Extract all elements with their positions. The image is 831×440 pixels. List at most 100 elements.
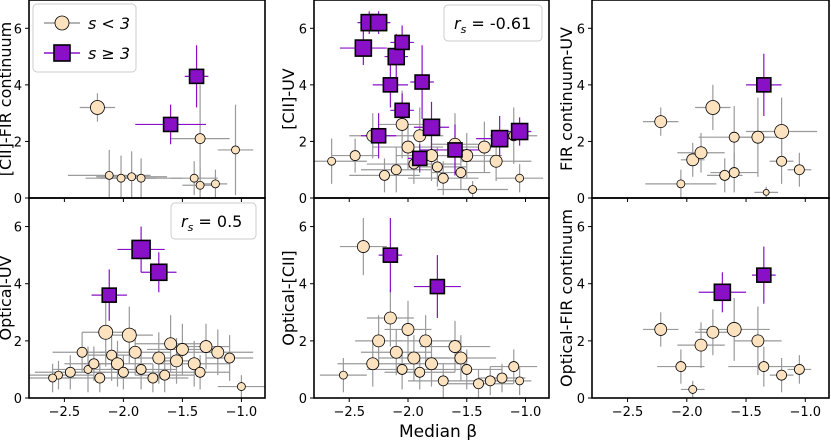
circle-point bbox=[106, 349, 117, 361]
y-axis-label: Optical-FIR continuum bbox=[557, 209, 576, 387]
circle-point bbox=[88, 358, 100, 370]
circle-point bbox=[90, 100, 105, 115]
data-layer bbox=[314, 11, 544, 198]
square-point bbox=[394, 102, 410, 119]
circle-point bbox=[135, 364, 147, 375]
circle-point bbox=[121, 327, 137, 343]
square-point bbox=[510, 122, 529, 141]
spearman-annotation: rs = -0.61 bbox=[454, 14, 531, 36]
square-point bbox=[382, 247, 399, 263]
circle-point bbox=[776, 155, 787, 167]
circle-point bbox=[152, 351, 166, 365]
circle-point bbox=[116, 173, 126, 183]
circle-point bbox=[175, 343, 189, 356]
x-tick-label: −2.0 bbox=[671, 405, 703, 420]
data-layer bbox=[319, 218, 538, 398]
circle-point bbox=[728, 167, 740, 178]
circle-point bbox=[437, 375, 449, 387]
circle-point bbox=[159, 369, 171, 381]
circle-point bbox=[694, 146, 708, 160]
square-point bbox=[382, 77, 399, 93]
circle-point bbox=[477, 140, 491, 154]
y-tick-label: 4 bbox=[14, 79, 22, 94]
circle-point bbox=[349, 150, 361, 161]
x-tick-label: −2.5 bbox=[612, 405, 644, 420]
legend-circle-marker bbox=[54, 15, 70, 31]
circle-point bbox=[389, 345, 403, 359]
circle-point bbox=[705, 100, 721, 115]
square-point bbox=[369, 13, 388, 32]
y-axis-label: FIR continuum-UV bbox=[557, 27, 576, 171]
y-tick-label: 2 bbox=[299, 135, 307, 150]
circle-point bbox=[751, 130, 765, 144]
circle-point bbox=[793, 164, 805, 176]
circle-point bbox=[147, 372, 159, 384]
data-layer bbox=[29, 226, 265, 398]
square-point bbox=[411, 150, 428, 167]
y-tick-label: 4 bbox=[299, 79, 307, 94]
square-point bbox=[422, 118, 441, 137]
axes-frame bbox=[28, 197, 266, 399]
circle-point bbox=[455, 167, 467, 178]
circle-point bbox=[496, 372, 508, 384]
circle-point bbox=[719, 169, 731, 181]
square-point bbox=[394, 34, 410, 51]
legend-circle-label: s < 3 bbox=[88, 14, 130, 33]
x-tick-label: −2.0 bbox=[108, 405, 140, 420]
y-tick-label: 0 bbox=[299, 192, 307, 207]
circle-point bbox=[187, 357, 201, 371]
x-tick-label: −2.0 bbox=[392, 405, 424, 420]
y-tick-label: 6 bbox=[14, 221, 22, 236]
x-tick-label: −1.0 bbox=[510, 405, 542, 420]
circle-point bbox=[654, 115, 668, 129]
circle-point bbox=[776, 369, 787, 381]
y-tick-label: 6 bbox=[14, 22, 22, 37]
panel-p12: 0 2 4 6 −2.5 −2.0 −1.5 −1.0 Optical-FIR continuu… bbox=[557, 197, 830, 420]
circle-point bbox=[419, 334, 433, 348]
y-tick-label: 4 bbox=[299, 278, 307, 293]
circle-point bbox=[461, 364, 473, 375]
x-tick-label: −2.5 bbox=[333, 405, 365, 420]
x-tick-label: −2.5 bbox=[49, 405, 81, 420]
circle-point bbox=[654, 323, 668, 336]
square-point bbox=[713, 283, 732, 302]
y-tick-label: 2 bbox=[14, 335, 22, 350]
circle-point bbox=[194, 366, 206, 378]
circle-point bbox=[515, 173, 525, 183]
y-tick-label: 0 bbox=[14, 192, 22, 207]
circle-point bbox=[448, 340, 462, 353]
square-point bbox=[447, 142, 463, 158]
circle-point bbox=[128, 345, 142, 359]
annotation-box bbox=[443, 4, 543, 42]
circle-point bbox=[195, 180, 205, 190]
circle-point bbox=[236, 382, 246, 391]
y-axis-label: Optical-UV bbox=[0, 255, 15, 340]
circle-point bbox=[694, 338, 708, 352]
circle-point bbox=[686, 153, 700, 167]
legend-square-label: s ≥ 3 bbox=[88, 44, 130, 63]
circle-point bbox=[396, 364, 408, 375]
x-tick-label: −1.0 bbox=[226, 405, 258, 420]
x-tick-label: −1.5 bbox=[167, 405, 199, 420]
square-point bbox=[370, 127, 387, 144]
square-point bbox=[131, 239, 151, 260]
circle-point bbox=[489, 154, 503, 168]
y-axis-label: [CII]-UV bbox=[279, 68, 298, 130]
circle-point bbox=[379, 169, 390, 181]
y-axis-label: Optical-[CII] bbox=[279, 250, 298, 345]
circle-point bbox=[118, 366, 129, 378]
legend-square-marker bbox=[53, 44, 71, 62]
circle-point bbox=[728, 131, 740, 143]
circle-point bbox=[356, 240, 370, 253]
circle-point bbox=[425, 357, 438, 371]
circle-point bbox=[366, 357, 380, 371]
circle-point bbox=[762, 188, 770, 196]
circle-point bbox=[211, 179, 220, 189]
circle-point bbox=[327, 156, 337, 166]
square-point bbox=[429, 278, 446, 295]
square-point bbox=[756, 267, 772, 283]
circle-point bbox=[484, 375, 496, 387]
y-tick-label: 2 bbox=[14, 135, 22, 150]
circle-point bbox=[76, 346, 88, 358]
